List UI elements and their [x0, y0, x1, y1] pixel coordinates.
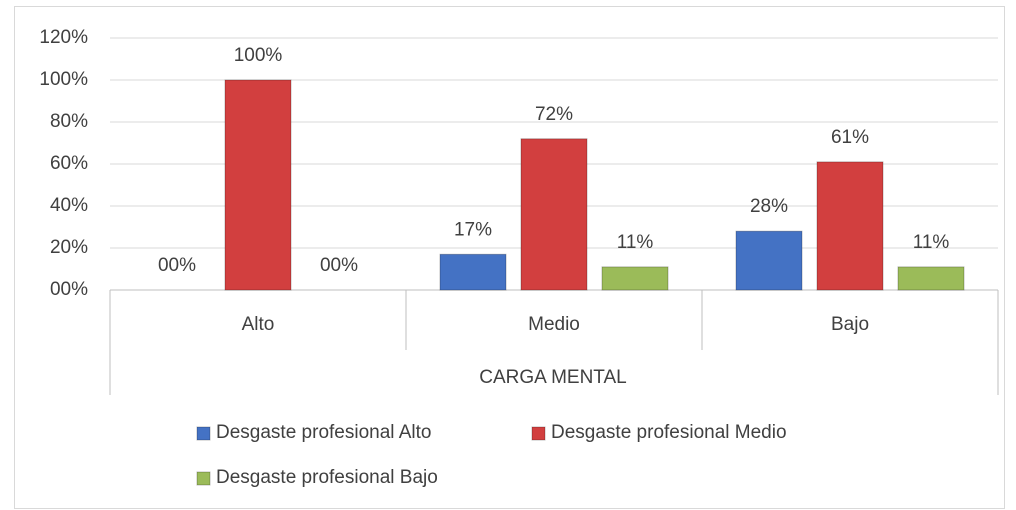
value-label: 00% — [158, 255, 196, 276]
bar — [897, 266, 965, 291]
bar — [439, 253, 507, 291]
x-axis-title: CARGA MENTAL — [479, 367, 626, 388]
bar — [224, 79, 292, 291]
value-label: 00% — [320, 255, 358, 276]
legend-label: Desgaste profesional Bajo — [216, 467, 438, 488]
bar — [816, 161, 884, 291]
y-tick-label: 100% — [39, 69, 88, 90]
y-tick-label: 60% — [50, 153, 88, 174]
bar — [601, 266, 669, 291]
y-tick-label: 00% — [50, 279, 88, 300]
y-tick-label: 120% — [39, 27, 88, 48]
legend-swatch — [196, 426, 211, 441]
x-tick-label: Alto — [242, 314, 275, 335]
legend-label: Desgaste profesional Alto — [216, 422, 431, 443]
bar — [520, 138, 588, 291]
bar — [735, 230, 803, 291]
legend-swatch — [196, 471, 211, 486]
legend-label: Desgaste profesional Medio — [551, 422, 787, 443]
y-tick-label: 80% — [50, 111, 88, 132]
value-label: 28% — [750, 196, 788, 217]
value-label: 100% — [234, 45, 283, 66]
value-label: 61% — [831, 127, 869, 148]
value-label: 11% — [617, 232, 654, 253]
legend-swatch — [531, 426, 546, 441]
value-label: 17% — [454, 219, 492, 240]
value-label: 11% — [913, 232, 950, 253]
value-label: 72% — [535, 104, 573, 125]
x-tick-label: Medio — [528, 314, 580, 335]
y-tick-label: 20% — [50, 237, 88, 258]
y-tick-label: 40% — [50, 195, 88, 216]
x-tick-label: Bajo — [831, 314, 869, 335]
